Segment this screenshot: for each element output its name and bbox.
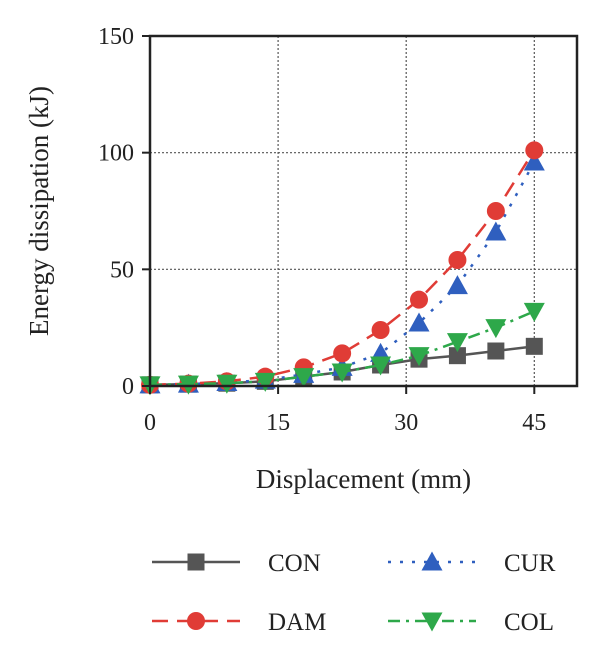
data-point-col bbox=[254, 372, 276, 392]
legend: CON CUR DAM COL bbox=[152, 550, 556, 636]
x-axis-label: Displacement (mm) bbox=[256, 464, 471, 494]
data-point-con bbox=[448, 347, 466, 365]
y-tick-label: 100 bbox=[98, 141, 134, 167]
legend-label-col: COL bbox=[504, 609, 554, 636]
data-point-dam bbox=[448, 251, 467, 269]
y-tick-label: 0 bbox=[122, 374, 134, 400]
x-tick-label: 0 bbox=[144, 410, 156, 436]
data-point-col bbox=[331, 363, 353, 383]
x-tick-label: 45 bbox=[522, 410, 546, 436]
legend-label-dam: DAM bbox=[268, 609, 326, 636]
data-point-dam bbox=[410, 290, 429, 309]
data-point-cur bbox=[408, 312, 430, 332]
data-point-col bbox=[370, 356, 392, 376]
data-point-col bbox=[523, 302, 545, 322]
legend-marker-dam bbox=[187, 612, 205, 630]
series-line-dam bbox=[149, 149, 536, 387]
legend-marker-con bbox=[187, 553, 205, 571]
data-point-cur bbox=[446, 275, 468, 295]
data-point-cur bbox=[523, 151, 545, 171]
series-layer bbox=[139, 141, 545, 396]
legend-label-cur: CUR bbox=[504, 550, 556, 577]
legend-item-dam: DAM bbox=[152, 609, 326, 636]
legend-marker-col bbox=[421, 612, 443, 632]
data-point-col bbox=[408, 347, 430, 367]
data-point-dam bbox=[525, 141, 544, 160]
data-point-dam bbox=[333, 344, 352, 363]
legend-marker-cur bbox=[421, 551, 443, 571]
legend-label-con: CON bbox=[268, 550, 321, 577]
data-point-col bbox=[446, 333, 468, 353]
legend-item-cur: CUR bbox=[388, 550, 556, 577]
legend-item-con: CON bbox=[152, 550, 321, 577]
x-tick-label: 30 bbox=[394, 410, 418, 436]
series-dam bbox=[141, 141, 544, 394]
data-point-col bbox=[293, 368, 315, 388]
plot-frame bbox=[148, 34, 579, 388]
data-point-dam bbox=[371, 321, 390, 339]
x-tick-label: 15 bbox=[266, 410, 290, 436]
data-point-dam bbox=[486, 202, 505, 220]
y-axis-label: Energy dissipation (kJ) bbox=[24, 86, 54, 336]
data-point-con bbox=[487, 342, 505, 360]
data-point-col bbox=[485, 319, 507, 339]
data-point-col bbox=[216, 374, 238, 394]
axis-ticks: 0 15 30 45 0 50 100 150 bbox=[98, 24, 546, 436]
y-tick-label: 150 bbox=[98, 24, 134, 50]
y-tick-label: 50 bbox=[110, 257, 134, 283]
legend-item-col: COL bbox=[388, 609, 554, 636]
grid-lines bbox=[150, 36, 577, 386]
data-point-cur bbox=[485, 221, 507, 241]
data-point-con bbox=[525, 337, 543, 355]
